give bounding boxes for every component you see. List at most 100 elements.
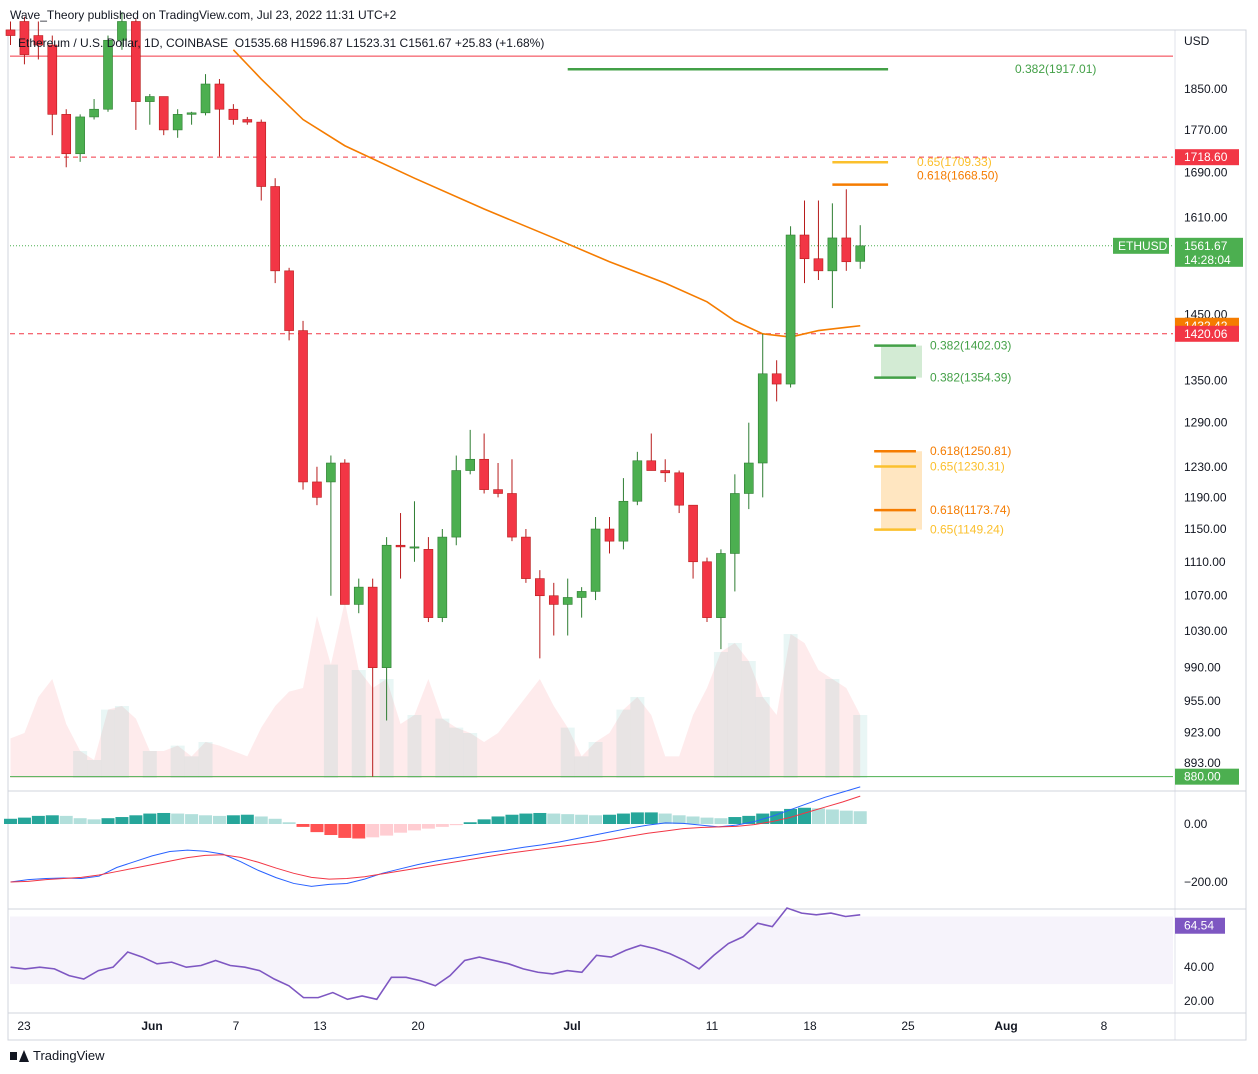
price-tick-label: 1150.00 [1184, 522, 1227, 536]
price-tick-label: 1030.00 [1184, 624, 1228, 638]
volume-bar [560, 727, 575, 778]
candle [19, 21, 30, 55]
macd-histogram-bar [171, 813, 185, 824]
time-tick-label: 13 [313, 1019, 327, 1033]
volume-bar [574, 756, 589, 778]
macd-histogram-bar [728, 817, 742, 824]
price-tick-label: 1690.00 [1184, 166, 1228, 180]
candle [89, 108, 99, 118]
symbol-tag [1113, 237, 1169, 254]
time-tick-label: 25 [901, 1019, 915, 1033]
macd-histogram-bar [519, 813, 533, 824]
macd-histogram-bar [435, 824, 449, 827]
fib-zone [881, 451, 922, 530]
macd-histogram-bar [839, 810, 853, 824]
volume-bar [323, 664, 338, 778]
price-tag [1175, 768, 1239, 785]
moving-average-line [232, 49, 861, 338]
volume-bar [407, 715, 422, 778]
candle [465, 458, 475, 471]
candle [548, 595, 559, 605]
publisher-line: Wave_Theory published on TradingView.com… [10, 8, 397, 22]
candle [576, 591, 587, 598]
time-tick-label: 7 [233, 1019, 240, 1033]
macd-histogram-bar [798, 807, 812, 824]
price-tick-label: 1190.00 [1184, 490, 1227, 504]
macd-histogram-bar [324, 824, 338, 836]
volume-bar [783, 634, 798, 778]
candle [214, 83, 225, 110]
macd-histogram-bar [463, 822, 477, 824]
candle [562, 597, 573, 605]
volume-area [10, 601, 861, 778]
candle [75, 116, 85, 155]
volume-bar [73, 751, 88, 778]
tradingview-logo[interactable]: TradingView [10, 1048, 105, 1063]
macd-histogram-bar [491, 816, 505, 824]
macd-tick-label: 0.00 [1184, 817, 1208, 831]
volume-bar [170, 745, 185, 778]
chart-legend: Ethereum / U.S. Dollar, 1D, COINBASE O15… [18, 36, 544, 50]
volume-bar [142, 751, 157, 778]
fib-level-label: 0.65(1709.33) [917, 155, 992, 169]
macd-histogram-bar [421, 824, 435, 829]
candle [535, 578, 545, 597]
macd-histogram-bar [853, 811, 867, 824]
candle [827, 237, 838, 272]
macd-histogram-bar [575, 814, 589, 824]
price-tag-label: 1420.06 [1184, 327, 1228, 341]
volume-bar [755, 697, 770, 778]
price-tick-label: 955.00 [1184, 694, 1221, 708]
candle [409, 546, 420, 549]
candle [632, 460, 643, 502]
candle [799, 234, 810, 260]
candle [688, 504, 698, 563]
symbol-label[interactable]: Ethereum / U.S. Dollar, 1D, COINBASE [18, 36, 229, 50]
candle [590, 528, 601, 592]
macd-histogram-bar [115, 817, 129, 824]
price-tick-label: 1290.00 [1184, 416, 1228, 430]
candle [716, 553, 726, 618]
time-tick-label: 20 [411, 1019, 425, 1033]
last-price-tag [1175, 237, 1243, 267]
candle [521, 536, 531, 579]
macd-histogram-bar [254, 816, 268, 824]
macd-histogram-bar [686, 816, 700, 824]
macd-histogram-bar [825, 809, 839, 824]
countdown-label: 14:28:04 [1184, 253, 1231, 267]
macd-histogram-bar [407, 824, 421, 831]
price-tick-label: 1770.00 [1184, 123, 1228, 137]
candle [743, 462, 754, 494]
macd-histogram-bar [59, 815, 73, 824]
macd-histogram-bar [17, 817, 31, 824]
ohlc-readout: O1535.68 H1596.87 L1523.31 C1561.67 +25.… [234, 36, 545, 50]
volume-bar [727, 643, 742, 778]
price-tag-label: 880.00 [1184, 770, 1221, 784]
fib-level-label: 0.618(1173.74) [930, 503, 1011, 517]
fib-level-label: 0.618(1668.50) [917, 169, 998, 183]
fib-level-label: 0.382(1917.01) [1015, 62, 1096, 76]
macd-histogram-bar [4, 818, 17, 824]
candle [61, 114, 72, 155]
candle [493, 489, 503, 494]
candle [131, 21, 141, 102]
time-tick-label: 8 [1101, 1019, 1108, 1033]
time-tick-label: Jun [141, 1019, 162, 1033]
macd-tick-label: −200.00 [1184, 875, 1228, 889]
candle [186, 112, 197, 115]
macd-histogram-bar [101, 818, 115, 824]
currency-label: USD [1184, 34, 1210, 48]
macd-histogram-bar [31, 815, 45, 824]
price-tick-label: 1350.00 [1184, 374, 1228, 388]
macd-histogram-bar [784, 808, 798, 824]
rsi-value-label: 64.54 [1184, 919, 1214, 933]
macd-histogram-bar [449, 824, 463, 826]
macd-histogram-bar [240, 814, 254, 824]
candle [730, 493, 740, 554]
candle [242, 119, 253, 123]
price-tag-label: 1718.60 [1184, 150, 1228, 164]
candle [507, 493, 517, 538]
price-tag [1175, 149, 1239, 166]
candle [158, 96, 169, 131]
